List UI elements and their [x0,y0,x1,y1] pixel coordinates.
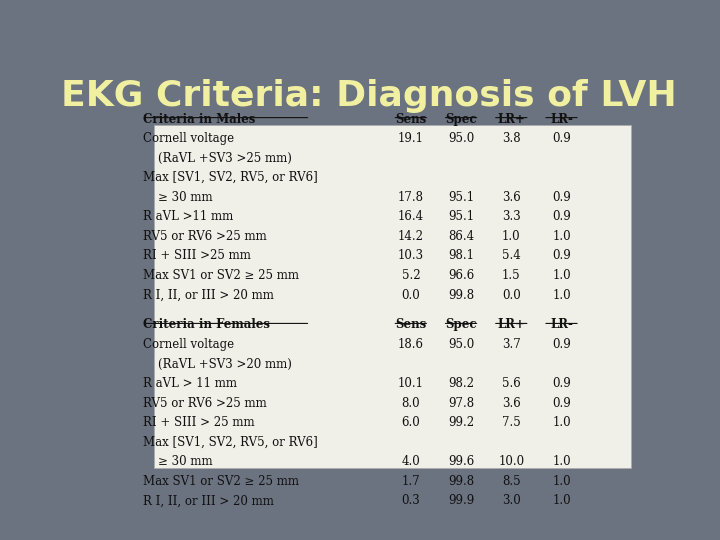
Text: 1.0: 1.0 [552,494,571,507]
Text: 1.0: 1.0 [552,416,571,429]
Text: 0.9: 0.9 [552,338,571,351]
Text: 0.0: 0.0 [402,288,420,301]
Text: LR+: LR+ [498,113,525,126]
Text: R I, II, or III > 20 mm: R I, II, or III > 20 mm [143,288,274,301]
Text: 96.6: 96.6 [448,269,474,282]
Text: 10.0: 10.0 [498,455,524,468]
Text: 95.1: 95.1 [448,191,474,204]
Text: 99.2: 99.2 [448,416,474,429]
Text: 7.5: 7.5 [502,416,521,429]
Text: Max SV1 or SV2 ≥ 25 mm: Max SV1 or SV2 ≥ 25 mm [143,475,299,488]
Text: LR+: LR+ [498,319,525,332]
Text: 10.3: 10.3 [397,249,424,262]
Text: 1.7: 1.7 [402,475,420,488]
Text: Max SV1 or SV2 ≥ 25 mm: Max SV1 or SV2 ≥ 25 mm [143,269,299,282]
Text: 98.1: 98.1 [448,249,474,262]
Text: 95.1: 95.1 [448,211,474,224]
Text: Criteria in Females: Criteria in Females [143,319,270,332]
Text: 3.6: 3.6 [502,396,521,410]
Text: 0.9: 0.9 [552,191,571,204]
Text: 19.1: 19.1 [398,132,424,145]
Text: 1.0: 1.0 [552,475,571,488]
Text: 14.2: 14.2 [398,230,424,243]
Text: ≥ 30 mm: ≥ 30 mm [143,455,212,468]
Text: 6.0: 6.0 [402,416,420,429]
Text: 95.0: 95.0 [448,132,474,145]
Text: R aVL > 11 mm: R aVL > 11 mm [143,377,237,390]
Text: Max [SV1, SV2, RV5, or RV6]: Max [SV1, SV2, RV5, or RV6] [143,436,318,449]
Text: 3.3: 3.3 [502,211,521,224]
Text: LR-: LR- [550,319,573,332]
Text: 99.6: 99.6 [448,455,474,468]
Text: 3.6: 3.6 [502,191,521,204]
Text: 99.9: 99.9 [448,494,474,507]
Text: RI + SIII > 25 mm: RI + SIII > 25 mm [143,416,255,429]
Text: 0.3: 0.3 [402,494,420,507]
Text: Spec: Spec [445,319,477,332]
Text: 5.4: 5.4 [502,249,521,262]
Text: 17.8: 17.8 [398,191,424,204]
Text: EKG Criteria: Diagnosis of LVH: EKG Criteria: Diagnosis of LVH [61,79,677,113]
Text: Cornell voltage: Cornell voltage [143,132,234,145]
Text: 0.9: 0.9 [552,377,571,390]
Text: Max [SV1, SV2, RV5, or RV6]: Max [SV1, SV2, RV5, or RV6] [143,171,318,184]
Text: RI + SIII >25 mm: RI + SIII >25 mm [143,249,251,262]
Text: 98.2: 98.2 [448,377,474,390]
Text: 1.0: 1.0 [502,230,521,243]
Text: 16.4: 16.4 [397,211,424,224]
Text: 1.0: 1.0 [552,269,571,282]
Text: LR-: LR- [550,113,573,126]
Text: 0.9: 0.9 [552,132,571,145]
Text: ≥ 30 mm: ≥ 30 mm [143,191,212,204]
Text: 8.0: 8.0 [402,396,420,410]
Text: 18.6: 18.6 [398,338,424,351]
Text: Criteria in Males: Criteria in Males [143,113,256,126]
Text: 97.8: 97.8 [448,396,474,410]
Text: 5.6: 5.6 [502,377,521,390]
Text: RV5 or RV6 >25 mm: RV5 or RV6 >25 mm [143,396,266,410]
Text: Sens: Sens [395,113,426,126]
Text: R I, II, or III > 20 mm: R I, II, or III > 20 mm [143,494,274,507]
Text: 8.5: 8.5 [502,475,521,488]
Text: 0.9: 0.9 [552,396,571,410]
Text: (RaVL +SV3 >25 mm): (RaVL +SV3 >25 mm) [143,152,292,165]
Text: 3.0: 3.0 [502,494,521,507]
Text: Spec: Spec [445,113,477,126]
Text: (RaVL +SV3 >20 mm): (RaVL +SV3 >20 mm) [143,357,292,370]
Text: 1.5: 1.5 [502,269,521,282]
Text: 1.0: 1.0 [552,288,571,301]
FancyBboxPatch shape [154,125,631,468]
Text: 4.0: 4.0 [402,455,420,468]
Text: 95.0: 95.0 [448,338,474,351]
Text: 0.9: 0.9 [552,211,571,224]
Text: 10.1: 10.1 [398,377,424,390]
Text: Cornell voltage: Cornell voltage [143,338,234,351]
Text: Sens: Sens [395,319,426,332]
Text: R aVL >11 mm: R aVL >11 mm [143,211,233,224]
Text: 0.0: 0.0 [502,288,521,301]
Text: 3.8: 3.8 [502,132,521,145]
Text: 99.8: 99.8 [448,288,474,301]
Text: 3.7: 3.7 [502,338,521,351]
Text: 1.0: 1.0 [552,455,571,468]
Text: 1.0: 1.0 [552,230,571,243]
Text: 86.4: 86.4 [448,230,474,243]
Text: 5.2: 5.2 [402,269,420,282]
Text: RV5 or RV6 >25 mm: RV5 or RV6 >25 mm [143,230,266,243]
Text: 99.8: 99.8 [448,475,474,488]
Text: 0.9: 0.9 [552,249,571,262]
